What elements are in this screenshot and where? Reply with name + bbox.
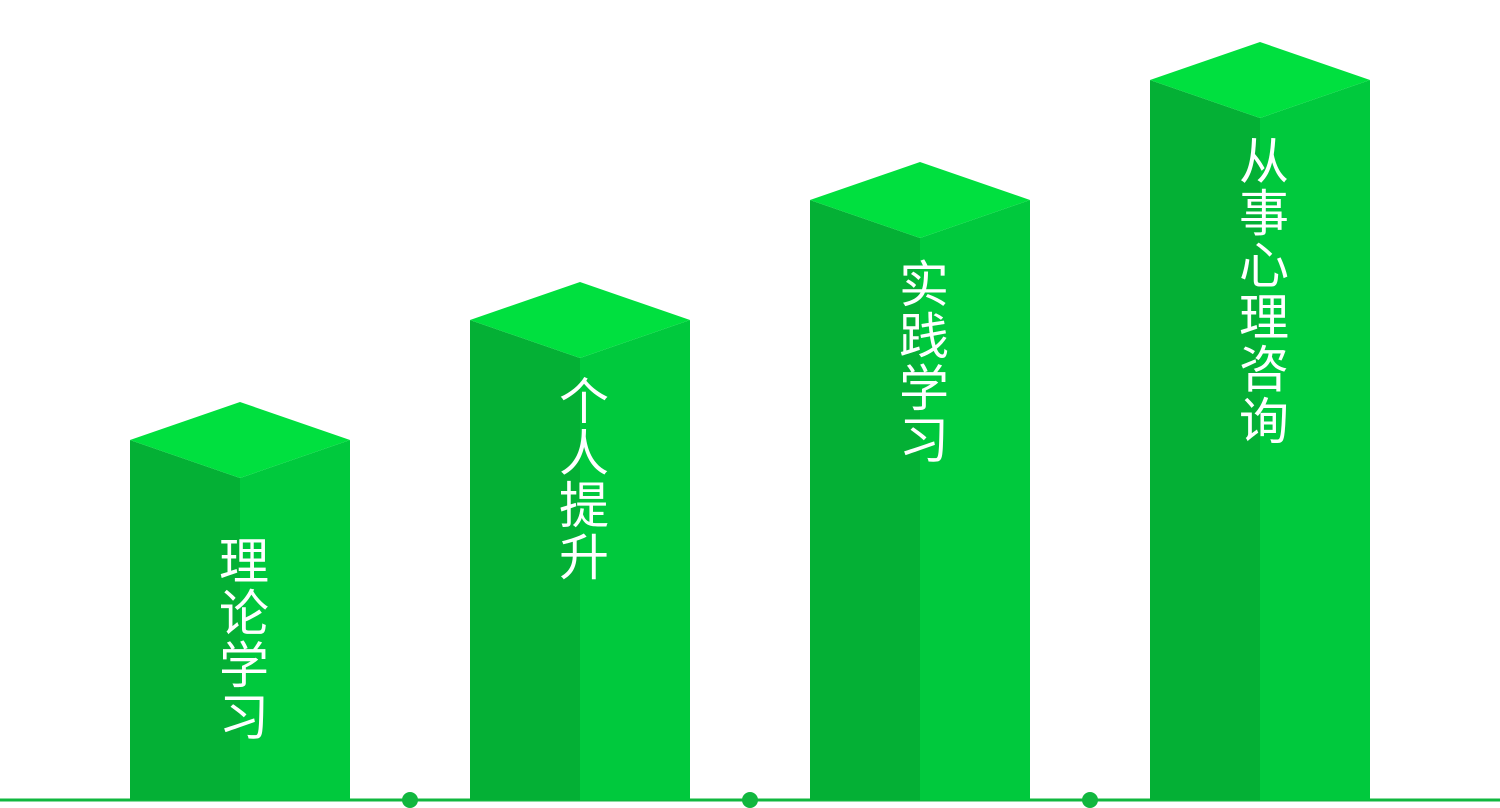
bar-2	[470, 282, 690, 800]
step-label-3: 实践学习	[891, 258, 949, 466]
bar-2-left-face	[470, 320, 580, 800]
bar-3-left-face	[810, 200, 920, 800]
bar-1	[130, 402, 350, 800]
step-label-4: 从事心理咨询	[1231, 135, 1289, 447]
baseline-dot-1	[402, 792, 418, 808]
bar-1-right-face	[240, 440, 350, 800]
step-label-1: 理论学习	[211, 535, 269, 743]
bar-3-right-face	[920, 200, 1030, 800]
bar-2-top-face	[470, 282, 690, 358]
bar-4-left-face	[1150, 80, 1260, 800]
bar-4-top-face	[1150, 42, 1370, 118]
bars-group	[130, 42, 1370, 800]
bar-3	[810, 162, 1030, 800]
bar-2-right-face	[580, 320, 690, 800]
baseline-dot-3	[1082, 792, 1098, 808]
bar-1-left-face	[130, 440, 240, 800]
bar-3-top-face	[810, 162, 1030, 238]
bar-1-top-face	[130, 402, 350, 478]
baseline-dot-2	[742, 792, 758, 808]
step-label-2: 个人提升	[551, 375, 609, 583]
bar-4	[1150, 42, 1370, 800]
baseline-dots	[402, 792, 1098, 808]
bar-4-right-face	[1260, 80, 1370, 800]
